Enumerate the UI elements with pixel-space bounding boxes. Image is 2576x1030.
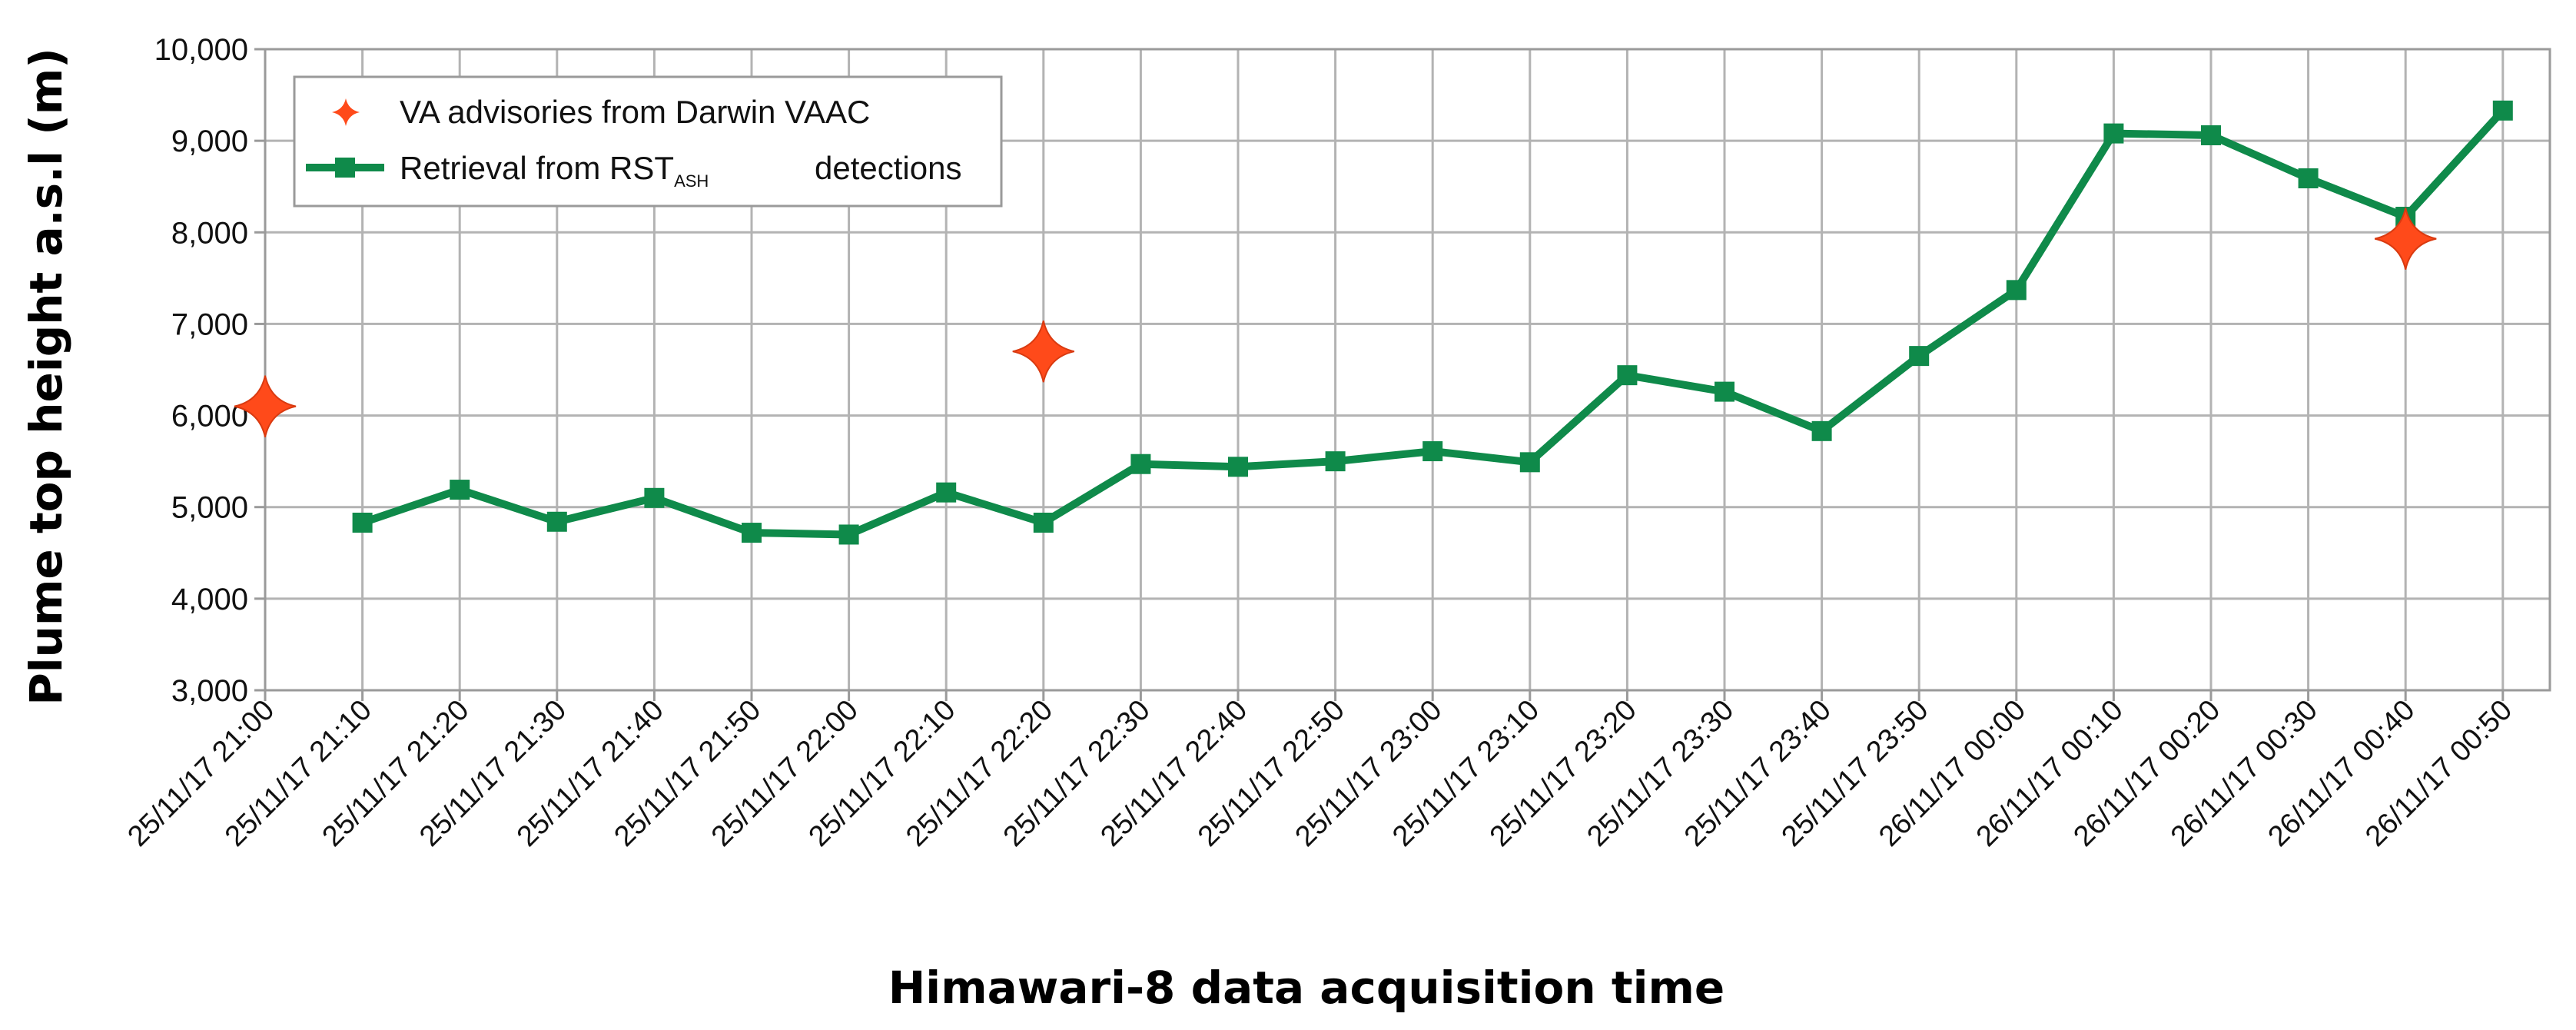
retrieval-point — [1519, 452, 1540, 473]
y-axis: 3,000 4,000 5,000 6,000 7,000 8,000 9,000 10,00… — [154, 33, 265, 708]
retrieval-point — [936, 482, 957, 503]
va-advisory-point — [1012, 320, 1075, 383]
retrieval-point — [1715, 381, 1734, 402]
retrieval-point — [2103, 123, 2124, 144]
y-axis-title: Plume top height a.s.l (m) — [20, 48, 72, 705]
y-tick-label: 6,000 — [171, 400, 248, 434]
retrieval-point — [1909, 346, 1930, 367]
legend-star-shape — [332, 98, 360, 126]
va-advisory-point — [2374, 208, 2437, 270]
legend-star-marker — [332, 98, 360, 126]
retrieval-point — [1228, 457, 1248, 477]
legend-box — [293, 75, 1003, 208]
y-tick-label: 10,000 — [154, 33, 248, 67]
legend-label-retrieval-suffix: detections — [815, 150, 961, 186]
y-tick-label: 5,000 — [171, 491, 248, 525]
retrieval-point — [1617, 365, 1638, 386]
legend: VA advisories from Darwin VAAC Retrieval… — [293, 75, 1003, 208]
y-tick-label: 9,000 — [171, 125, 248, 158]
va-advisory-point — [234, 375, 297, 437]
retrieval-point — [450, 480, 470, 500]
retrieval-point — [1130, 454, 1151, 474]
y-tick-label: 7,000 — [171, 307, 248, 341]
legend-label-retrieval-main: Retrieval from RST — [400, 150, 674, 186]
plot-area — [264, 48, 2551, 692]
retrieval-point — [1422, 441, 1443, 462]
retrieval-point — [352, 512, 373, 533]
retrieval-point — [2298, 168, 2319, 188]
legend-label-va-advisories: VA advisories from Darwin VAAC — [400, 94, 870, 130]
retrieval-point — [644, 487, 665, 508]
retrieval-point — [2201, 125, 2221, 145]
retrieval-point — [1033, 512, 1054, 533]
retrieval-point — [2006, 280, 2027, 301]
legend-label-retrieval-sub: ASH — [674, 171, 709, 191]
data-series — [234, 100, 2513, 545]
x-axis-title: Himawari-8 data acquisition time — [888, 962, 1725, 1014]
retrieval-point — [742, 523, 762, 543]
y-tick-label: 4,000 — [171, 583, 248, 616]
retrieval-point — [2492, 100, 2513, 121]
retrieval-point — [546, 511, 567, 532]
legend-square-marker — [335, 158, 355, 178]
y-tick-label: 3,000 — [171, 674, 248, 708]
retrieval-point — [1325, 451, 1346, 472]
y-tick-label: 8,000 — [171, 216, 248, 250]
retrieval-point — [838, 524, 859, 545]
retrieval-point — [1811, 420, 1832, 441]
legend-label-retrieval: Retrieval from RSTASH — [400, 150, 709, 191]
